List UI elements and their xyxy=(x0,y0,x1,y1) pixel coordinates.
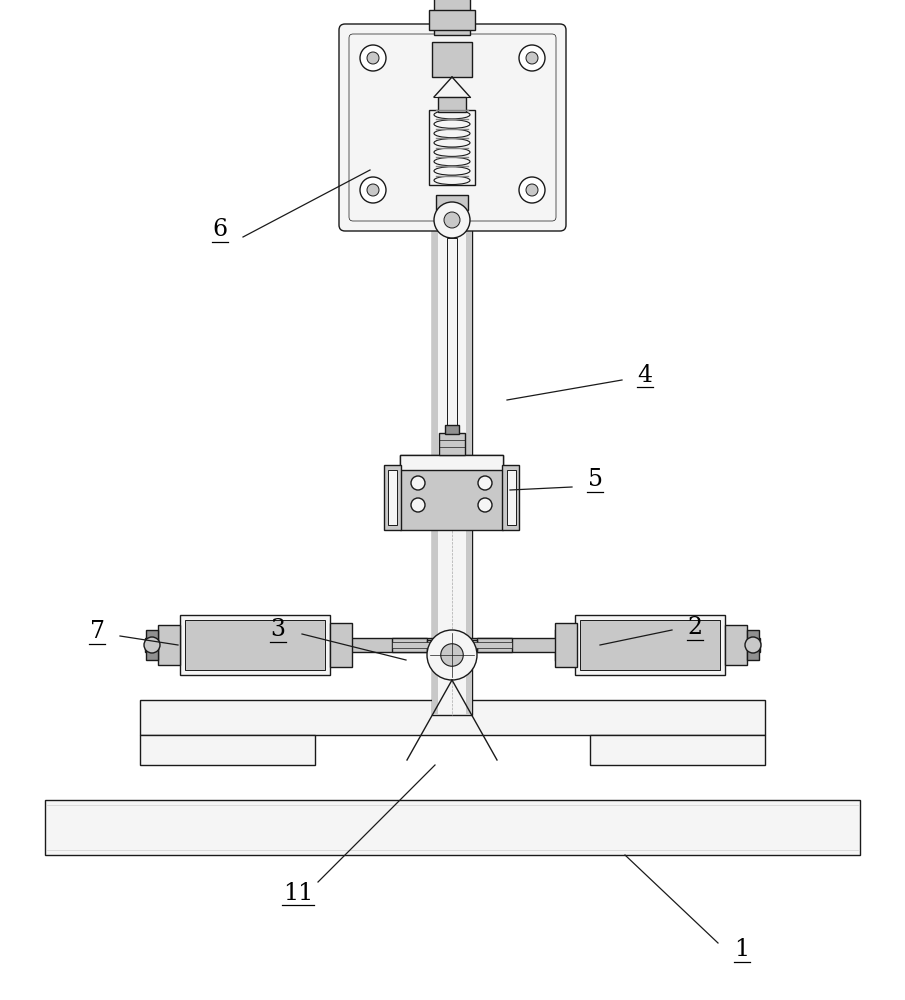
Ellipse shape xyxy=(434,139,470,147)
Bar xyxy=(502,465,519,530)
Bar xyxy=(439,433,465,455)
Bar xyxy=(580,620,720,670)
Bar xyxy=(590,735,765,765)
Text: 6: 6 xyxy=(213,219,227,241)
Circle shape xyxy=(367,184,379,196)
Text: 5: 5 xyxy=(587,468,603,491)
Bar xyxy=(400,455,503,470)
Bar xyxy=(555,623,577,667)
Circle shape xyxy=(411,498,425,512)
Circle shape xyxy=(745,637,761,653)
Bar xyxy=(436,195,468,210)
Bar xyxy=(384,465,401,530)
Circle shape xyxy=(367,52,379,64)
Bar xyxy=(429,10,475,30)
Circle shape xyxy=(360,177,386,203)
Bar xyxy=(432,42,472,77)
Circle shape xyxy=(360,45,386,71)
Ellipse shape xyxy=(434,167,470,175)
Bar xyxy=(45,800,860,855)
Text: 7: 7 xyxy=(90,620,104,644)
Circle shape xyxy=(434,202,470,238)
Bar xyxy=(330,623,352,667)
Circle shape xyxy=(444,212,460,228)
Ellipse shape xyxy=(434,120,470,128)
Circle shape xyxy=(519,177,545,203)
Text: 11: 11 xyxy=(283,882,313,904)
Bar xyxy=(400,455,503,530)
Ellipse shape xyxy=(434,148,470,156)
Bar xyxy=(477,638,512,652)
Bar xyxy=(725,625,747,665)
Circle shape xyxy=(478,498,492,512)
Bar xyxy=(145,638,760,652)
Bar xyxy=(392,642,512,648)
Bar xyxy=(427,640,477,650)
Circle shape xyxy=(478,476,492,490)
Circle shape xyxy=(411,476,425,490)
Ellipse shape xyxy=(434,157,470,166)
Bar xyxy=(140,700,765,735)
Circle shape xyxy=(519,45,545,71)
Text: 4: 4 xyxy=(637,363,653,386)
Bar xyxy=(507,470,516,525)
Bar xyxy=(445,425,459,434)
Text: 3: 3 xyxy=(271,618,285,642)
Bar xyxy=(180,615,330,675)
Circle shape xyxy=(144,637,160,653)
Bar xyxy=(434,0,470,35)
Bar xyxy=(447,238,457,433)
Bar xyxy=(158,625,180,665)
Bar xyxy=(140,735,315,765)
Bar xyxy=(146,630,158,660)
Bar xyxy=(747,630,759,660)
Ellipse shape xyxy=(434,176,470,185)
Ellipse shape xyxy=(434,110,470,119)
Bar xyxy=(388,470,397,525)
Bar xyxy=(185,620,325,670)
Circle shape xyxy=(526,52,538,64)
Circle shape xyxy=(441,644,463,666)
Text: 2: 2 xyxy=(688,616,702,640)
Circle shape xyxy=(427,630,477,680)
Ellipse shape xyxy=(434,129,470,138)
Bar xyxy=(392,638,427,652)
Text: 1: 1 xyxy=(735,938,749,962)
Bar xyxy=(432,225,472,715)
Bar xyxy=(432,225,438,715)
Bar xyxy=(575,615,725,675)
Circle shape xyxy=(526,184,538,196)
Bar xyxy=(429,110,475,185)
Bar xyxy=(438,97,466,112)
Bar xyxy=(466,225,472,715)
FancyBboxPatch shape xyxy=(339,24,566,231)
